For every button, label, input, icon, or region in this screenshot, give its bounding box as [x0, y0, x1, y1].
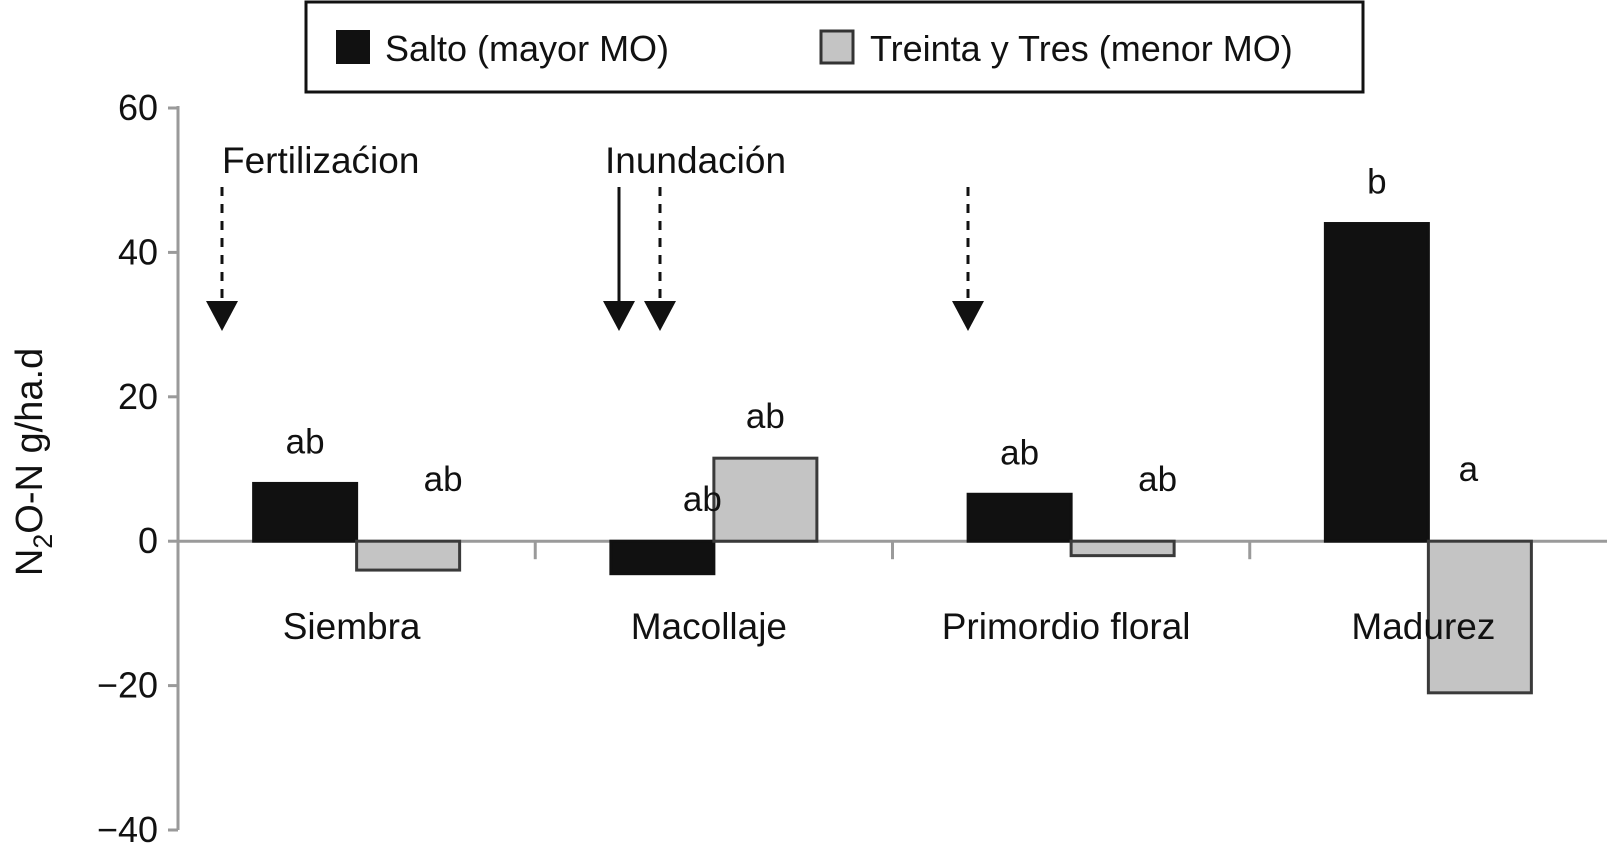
y-axis-label-rest: O-N g/ha.d: [9, 348, 51, 534]
data-labels: ab ab ab ab ab ab b a: [286, 163, 1479, 520]
legend: Salto (mayor MO) Treinta y Tres (menor M…: [304, 0, 1365, 94]
significance-label: ab: [1000, 433, 1039, 472]
significance-label: ab: [1138, 460, 1177, 499]
legend-label-series-2: Treinta y Tres (menor MO): [870, 28, 1293, 69]
significance-label: ab: [424, 460, 463, 499]
bar-salto-siembra: [252, 481, 359, 543]
bar-treinta-y-tres-primordio-floral: [1069, 539, 1176, 558]
bar-salto-primordio-floral: [966, 492, 1073, 543]
category-label: Macollaje: [631, 606, 787, 647]
significance-label: ab: [286, 422, 325, 461]
y-tick-label: 40: [118, 231, 158, 272]
bar-treinta-y-tres-madurez: [1426, 539, 1533, 695]
y-axis-label: N2O-N g/ha.d: [9, 348, 58, 576]
category-label: Madurez: [1351, 606, 1495, 647]
y-ticks: 60 40 20 0 −20 −40: [97, 87, 178, 850]
bar-salto-madurez: [1323, 222, 1430, 543]
category-labels: Siembra Macollaje Primordio floral Madurez: [283, 606, 1496, 647]
event-label: Fertilizaćion: [222, 140, 419, 181]
y-tick-label: 20: [118, 376, 158, 417]
bar-treinta-y-tres-siembra: [355, 539, 462, 572]
y-axis-label-subscript: 2: [28, 534, 58, 549]
y-tick-label: −40: [97, 809, 158, 850]
significance-label: a: [1459, 450, 1479, 489]
bar-salto-macollaje: [609, 539, 716, 576]
event-arrow-head: [952, 301, 984, 331]
event-markers: Fertilizaćion Inundación: [206, 140, 984, 331]
significance-label: ab: [683, 480, 722, 519]
significance-label: ab: [746, 397, 785, 436]
bar-treinta-y-tres-macollaje: [712, 456, 819, 543]
legend-label-series-1: Salto (mayor MO): [385, 28, 669, 69]
category-label: Primordio floral: [942, 606, 1191, 647]
event-arrow-head: [206, 301, 238, 331]
y-tick-label: 0: [138, 520, 158, 561]
significance-label: b: [1367, 163, 1386, 202]
y-tick-label: 60: [118, 87, 158, 128]
event-arrow-head: [603, 301, 635, 331]
y-tick-label: −20: [97, 665, 158, 706]
legend-swatch-series-1: [336, 30, 370, 64]
event-arrow-head: [644, 301, 676, 331]
bars: [252, 222, 1533, 695]
event-label: Inundación: [605, 140, 786, 181]
legend-swatch-series-2: [819, 29, 855, 65]
category-label: Siembra: [283, 606, 421, 647]
